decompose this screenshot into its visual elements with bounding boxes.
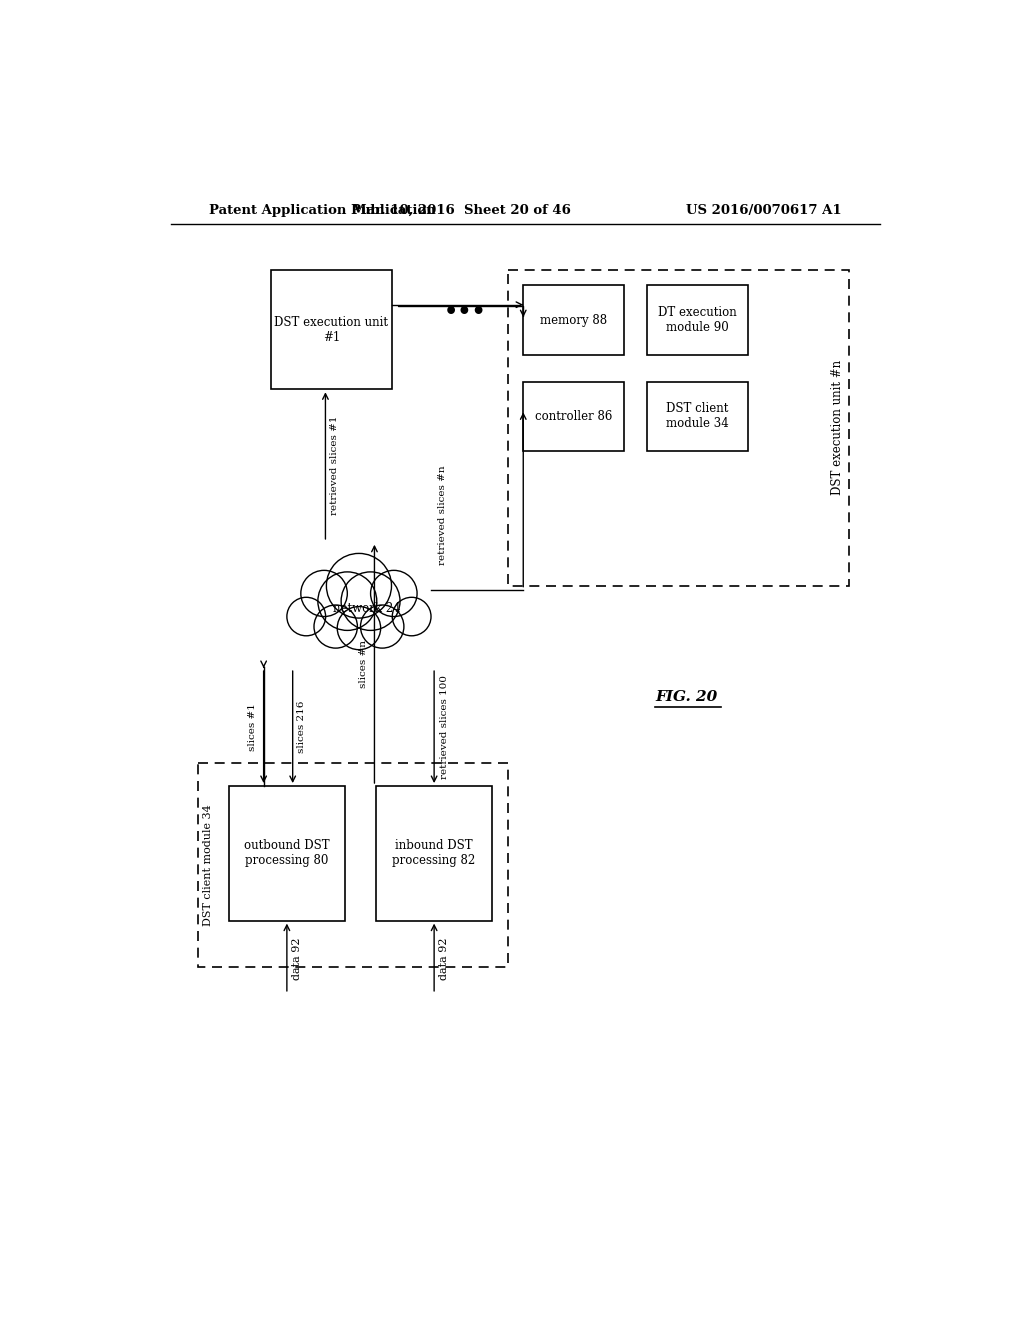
Circle shape — [341, 572, 400, 631]
Bar — [508, 271, 849, 586]
Text: DST client module 34: DST client module 34 — [203, 804, 213, 925]
Bar — [271, 271, 391, 389]
Circle shape — [327, 553, 391, 618]
Text: US 2016/0070617 A1: US 2016/0070617 A1 — [686, 205, 842, 218]
Circle shape — [301, 570, 347, 616]
Text: FIG. 20: FIG. 20 — [655, 690, 717, 705]
Text: retrieved slices #1: retrieved slices #1 — [330, 416, 339, 515]
Text: slices 216: slices 216 — [298, 701, 306, 754]
Circle shape — [337, 607, 381, 649]
Bar — [647, 285, 748, 355]
Circle shape — [360, 605, 403, 648]
Circle shape — [371, 570, 417, 616]
Circle shape — [314, 605, 357, 648]
Text: memory 88: memory 88 — [540, 314, 607, 326]
Text: network 24: network 24 — [333, 602, 400, 615]
Text: data 92: data 92 — [292, 939, 302, 981]
Text: data 92: data 92 — [439, 939, 450, 981]
Bar — [523, 285, 624, 355]
Text: DST client
module 34: DST client module 34 — [667, 403, 729, 430]
Text: Mar. 10, 2016  Sheet 20 of 46: Mar. 10, 2016 Sheet 20 of 46 — [352, 205, 570, 218]
Text: controller 86: controller 86 — [535, 409, 612, 422]
Text: DST execution unit #n: DST execution unit #n — [831, 360, 845, 495]
Text: inbound DST
processing 82: inbound DST processing 82 — [392, 840, 476, 867]
Text: Patent Application Publication: Patent Application Publication — [209, 205, 436, 218]
Text: DT execution
module 90: DT execution module 90 — [658, 306, 737, 334]
Text: retrieved slices #n: retrieved slices #n — [438, 465, 447, 565]
Text: slices #n: slices #n — [359, 640, 368, 688]
Text: DST execution unit
#1: DST execution unit #1 — [274, 315, 388, 343]
Bar — [647, 381, 748, 451]
Text: slices #1: slices #1 — [248, 704, 257, 751]
Text: outbound DST
processing 80: outbound DST processing 80 — [244, 840, 330, 867]
Text: •••: ••• — [443, 302, 486, 322]
Bar — [523, 381, 624, 451]
Bar — [198, 763, 508, 966]
Circle shape — [287, 597, 326, 636]
Bar — [376, 785, 493, 921]
Text: retrieved slices 100: retrieved slices 100 — [440, 675, 450, 779]
Circle shape — [392, 597, 431, 636]
Bar — [228, 785, 345, 921]
Circle shape — [317, 572, 377, 631]
